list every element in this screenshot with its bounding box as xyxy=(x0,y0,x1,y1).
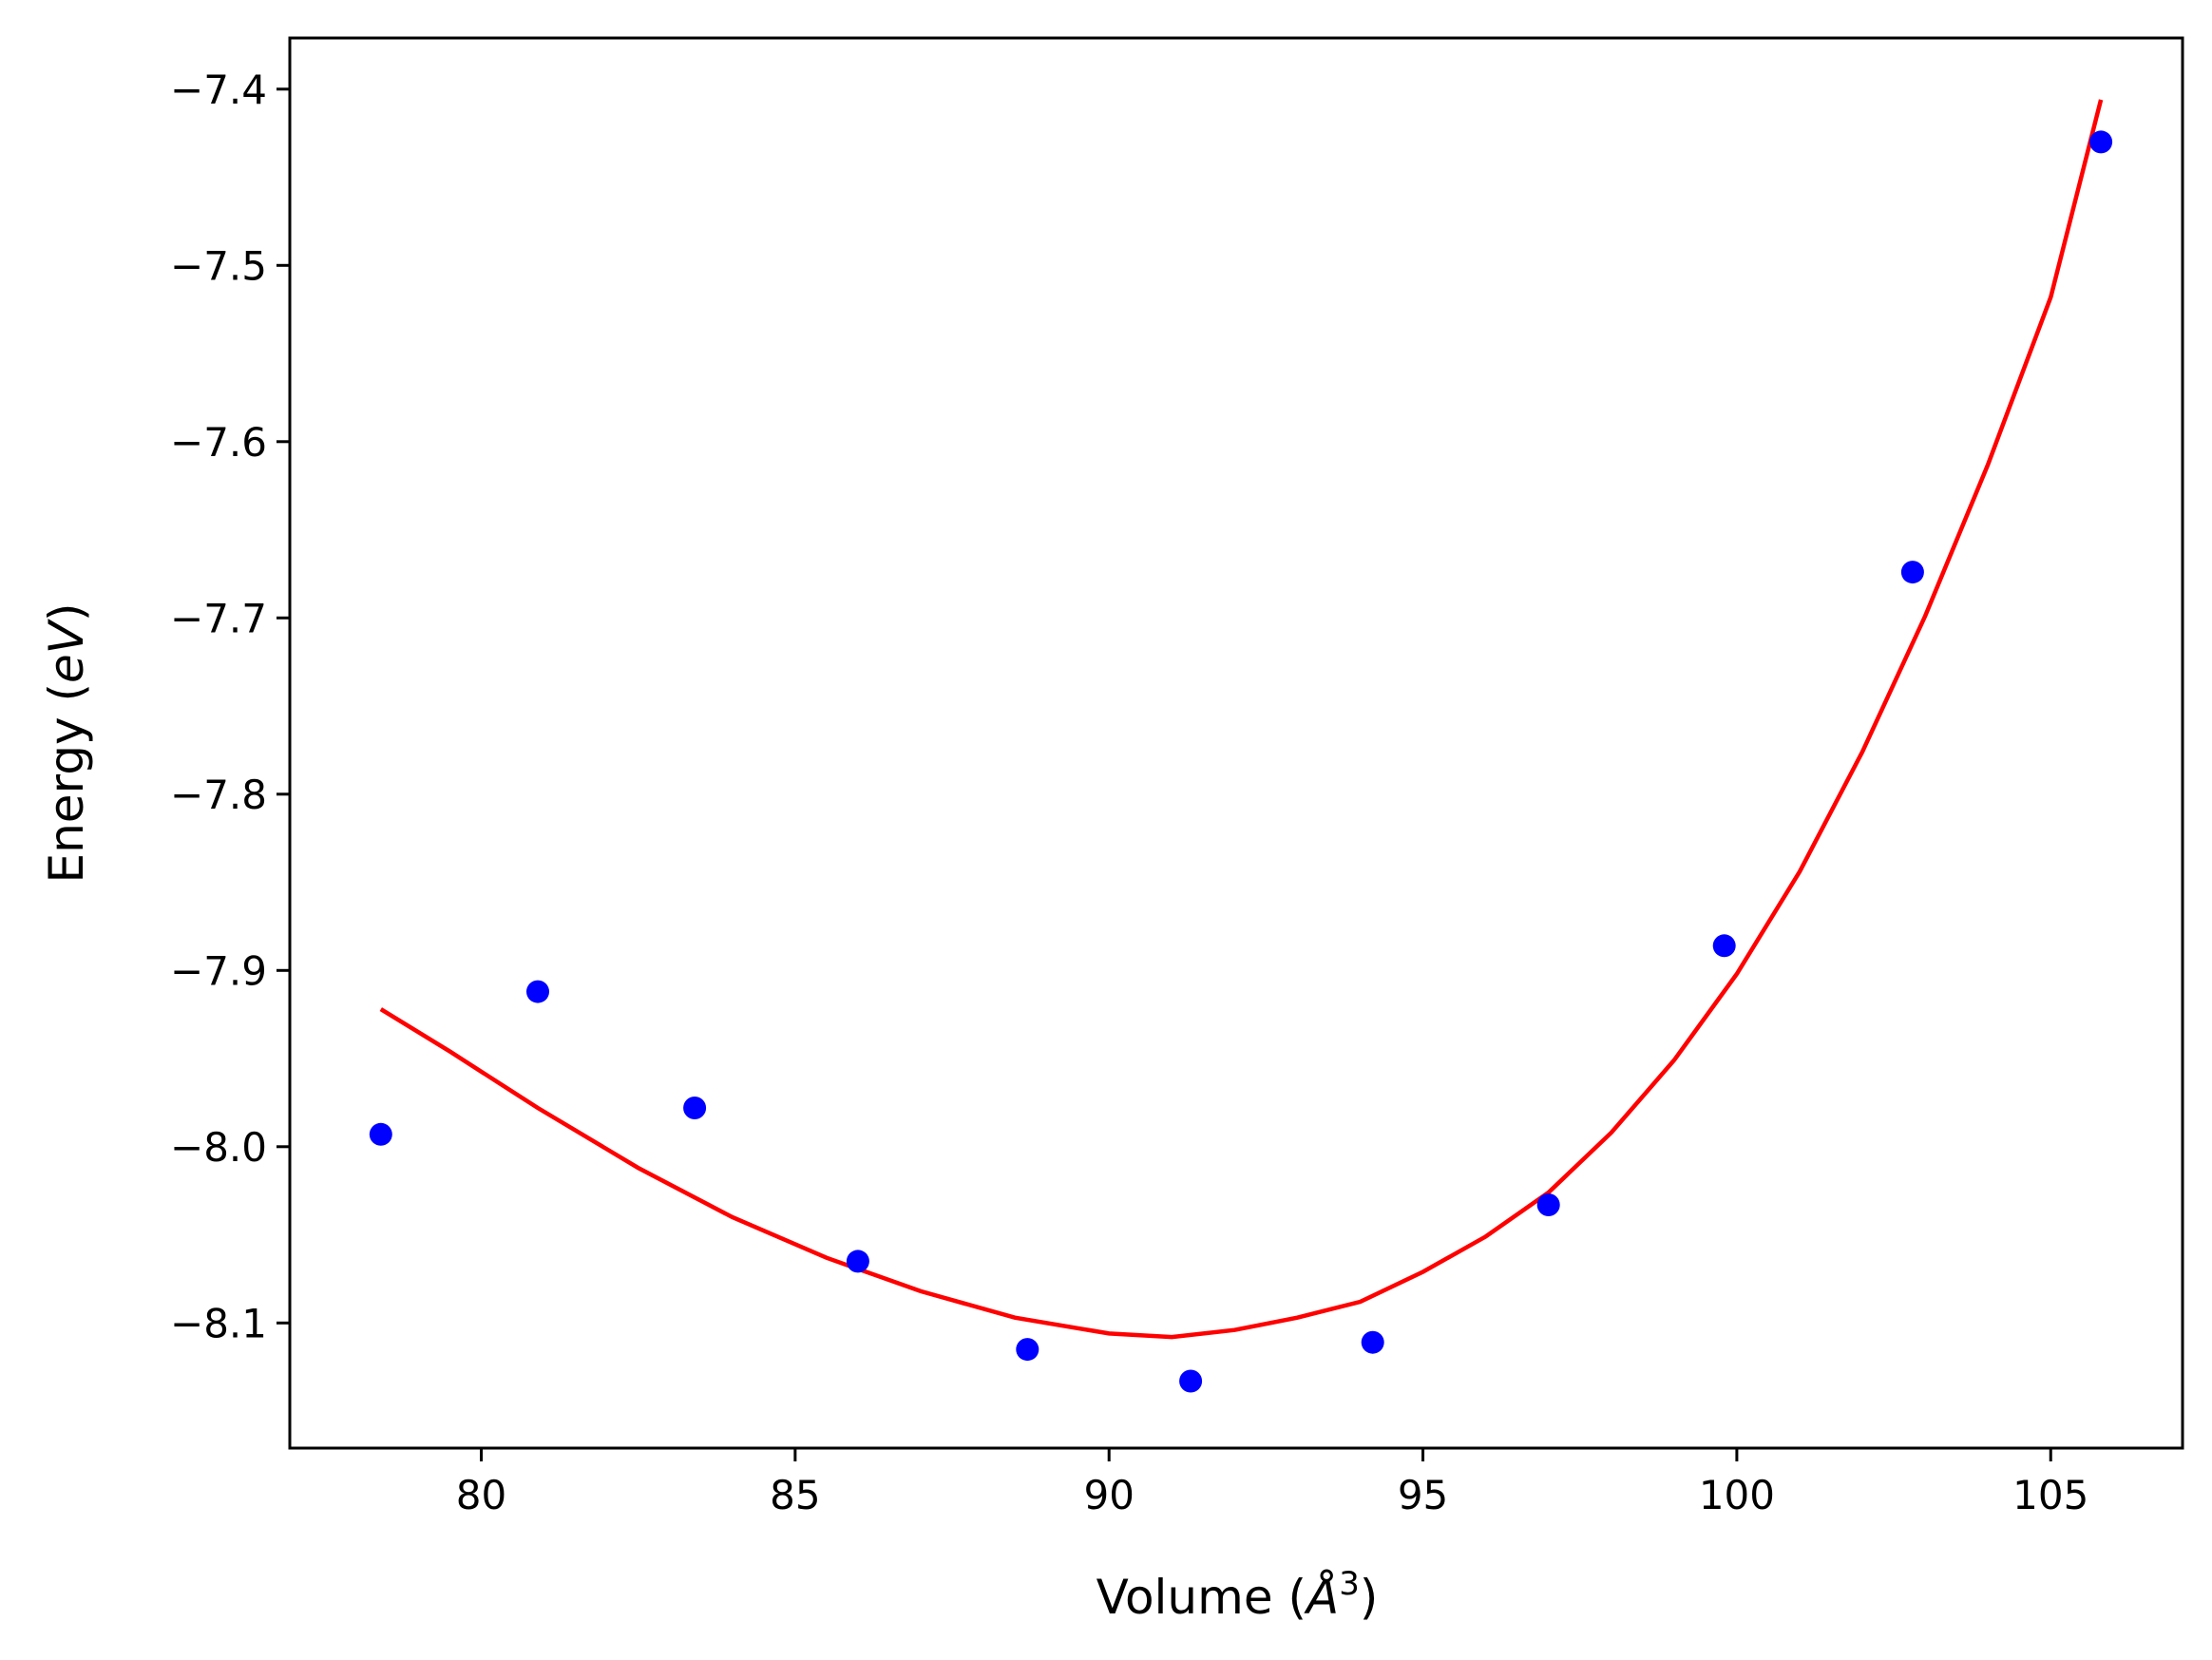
data-point xyxy=(2089,130,2113,154)
x-axis-label-close: ) xyxy=(1360,1570,1379,1625)
fit-curve-layer xyxy=(379,99,2104,1340)
fit-curve xyxy=(379,99,2104,1340)
data-point xyxy=(1712,934,1736,958)
data-point xyxy=(1536,1193,1560,1216)
data-point xyxy=(1179,1369,1203,1393)
y-axis-label-text: Energy ( xyxy=(39,683,94,883)
plot-frame xyxy=(288,36,2184,1450)
x-tick-label: 90 xyxy=(1083,1472,1134,1518)
data-point xyxy=(683,1097,707,1119)
x-tick-label: 80 xyxy=(456,1472,506,1518)
y-tick-label: −7.4 xyxy=(170,67,267,113)
data-points-layer xyxy=(369,130,2113,1393)
y-tick-label: −8.0 xyxy=(170,1124,267,1171)
data-point xyxy=(1361,1330,1384,1354)
x-axis-label-symbol: Å xyxy=(1304,1570,1339,1625)
y-axis-label: Energy (eV) xyxy=(39,603,94,884)
y-tick-label: −7.5 xyxy=(170,242,267,289)
x-tick-label: 100 xyxy=(1699,1472,1775,1518)
y-tick-label: −7.6 xyxy=(170,419,267,466)
y-tick-label: −7.7 xyxy=(170,595,267,641)
y-tick-label: −7.9 xyxy=(170,947,267,994)
data-point xyxy=(1016,1338,1039,1362)
x-tick-label: 95 xyxy=(1398,1472,1448,1518)
y-axis-label-unit: eV xyxy=(39,618,94,683)
data-point xyxy=(846,1250,869,1273)
x-tick-label: 85 xyxy=(770,1472,820,1518)
x-axis-label-exponent: 3 xyxy=(1339,1565,1360,1603)
x-axis-label: Volume (Å3) xyxy=(1096,1565,1379,1625)
data-point xyxy=(526,980,549,1003)
y-tick-label: −7.8 xyxy=(170,772,267,818)
x-axis-ticks: 80 85 90 95 100 105 xyxy=(456,1448,2088,1518)
y-axis-label-close: ) xyxy=(39,603,94,622)
x-axis-label-text: Volume ( xyxy=(1096,1570,1306,1625)
y-axis-ticks: −8.1 −8.0 −7.9 −7.8 −7.7 −7.6 −7.5 −7.4 xyxy=(170,67,290,1346)
data-point xyxy=(1900,561,1924,584)
y-tick-label: −8.1 xyxy=(170,1300,267,1346)
x-tick-label: 105 xyxy=(2012,1472,2088,1518)
data-point xyxy=(369,1122,392,1146)
